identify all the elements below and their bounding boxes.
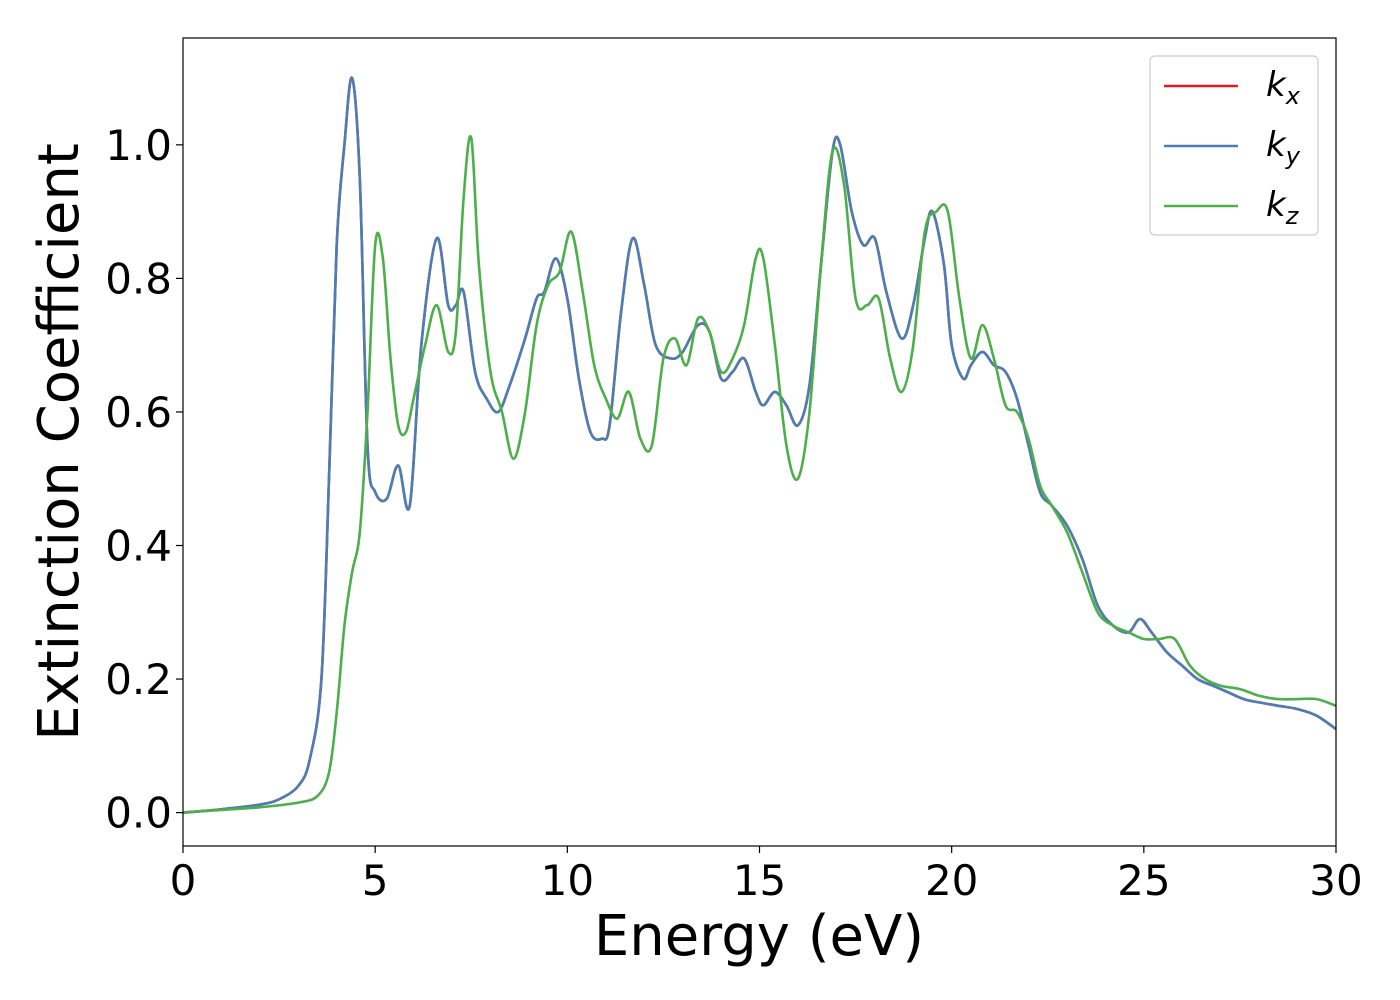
x-tick-label: 0	[170, 856, 197, 905]
y-axis-ticks: 0.0 0.2 0.4 0.6 0.8 1.0	[105, 121, 183, 838]
x-axis-ticks: 0 5 10 15 20 25 30	[170, 846, 1363, 905]
legend-entries: kx ky kz	[1164, 65, 1301, 230]
y-tick-label: 0.8	[105, 254, 172, 303]
y-tick-label: 0.2	[105, 655, 172, 704]
legend-label-kz: kz	[1266, 185, 1300, 230]
series-layer	[183, 76, 1336, 814]
y-tick-label: 0.0	[105, 789, 172, 838]
legend-label-ky: ky	[1266, 125, 1301, 170]
series-line-kz	[183, 134, 1336, 814]
x-tick-label: 20	[925, 856, 978, 905]
y-tick-label: 0.4	[105, 522, 172, 571]
x-tick-label: 10	[541, 856, 594, 905]
y-tick-label: 1.0	[105, 121, 172, 170]
y-axis-title: Extinction Coefficient	[27, 143, 92, 741]
legend-label-kx: kx	[1266, 65, 1301, 110]
y-tick-label: 0.6	[105, 388, 172, 437]
x-tick-label: 15	[733, 856, 786, 905]
x-tick-label: 25	[1117, 856, 1170, 905]
x-tick-label: 5	[362, 856, 389, 905]
legend: kx ky kz	[1149, 55, 1319, 236]
series-line-ky	[183, 76, 1336, 814]
x-axis-title: Energy (eV)	[594, 904, 924, 969]
x-tick-label: 30	[1309, 856, 1362, 905]
